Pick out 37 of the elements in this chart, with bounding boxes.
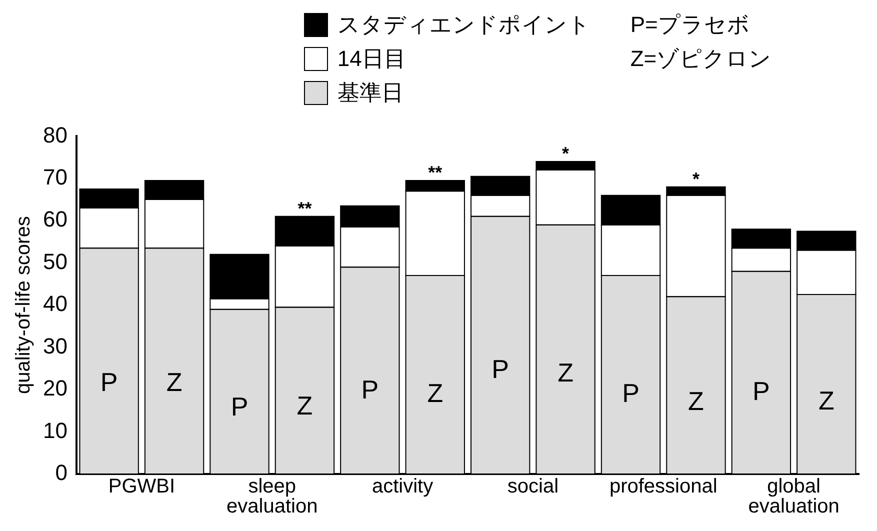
x-tick-label: sleep evaluation xyxy=(226,476,318,518)
y-tick-label: 50 xyxy=(42,248,68,274)
data-label: P xyxy=(752,376,770,406)
x-tick-label: global evaluation xyxy=(748,476,840,518)
y-tick-label: 70 xyxy=(42,164,68,190)
data-label: * xyxy=(692,168,700,189)
data-label: Z xyxy=(688,386,704,416)
x-tick-label: activity xyxy=(372,476,434,498)
data-label: P xyxy=(361,374,379,404)
x-tick-label: PGWBI xyxy=(108,476,176,498)
y-tick-label: 40 xyxy=(42,291,68,316)
y-tick-label: 30 xyxy=(42,333,68,358)
data-label: Z xyxy=(166,366,182,397)
text: P=プラセボ xyxy=(630,11,751,39)
y-tick-label: 60 xyxy=(42,206,68,232)
y-tick-label: 10 xyxy=(42,418,68,443)
legend-label: スタディエンドポイント xyxy=(337,11,590,39)
y-tick-label: 20 xyxy=(42,376,68,401)
data-label: P xyxy=(230,391,248,422)
data-label: P xyxy=(622,378,640,408)
data-label: * xyxy=(562,144,570,164)
x-tick-label: professional xyxy=(609,476,718,498)
data-label: Z xyxy=(296,390,313,420)
data-label: ** xyxy=(428,162,442,183)
legend-label: 基準日 xyxy=(337,79,404,107)
data-label: P xyxy=(492,354,510,384)
y-tick-label: 80 xyxy=(42,122,68,148)
data-label: P xyxy=(100,366,118,397)
data-label: Z xyxy=(427,378,444,408)
text: Z=ゾピクロン xyxy=(630,45,772,73)
x-tick-label: social xyxy=(507,476,559,498)
y-tick-label: 0 xyxy=(55,460,68,486)
legend-label: 14日目 xyxy=(337,45,406,73)
y-axis-title: quality-of-life scores xyxy=(12,216,35,394)
data-label: ** xyxy=(298,198,312,218)
data-label: Z xyxy=(818,385,834,416)
data-label: Z xyxy=(558,358,574,388)
